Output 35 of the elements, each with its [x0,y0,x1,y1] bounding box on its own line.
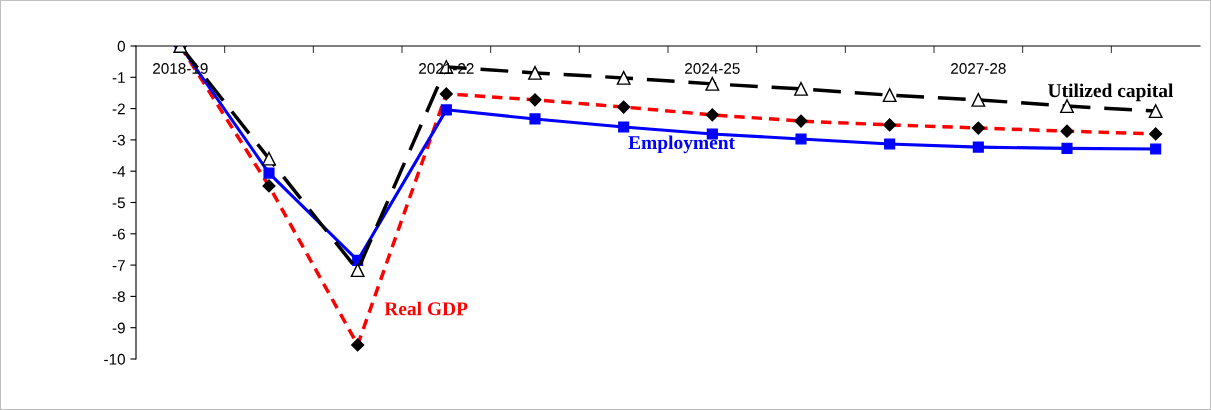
point [528,65,542,80]
point [350,263,365,278]
point [1060,99,1074,114]
series-label: Real GDP [384,301,468,316]
point [1150,143,1162,155]
y-tick-label: -10 [104,353,125,365]
series-label: Utilized capital [1048,83,1174,102]
point [705,76,720,91]
y-tick-label: -1 [112,72,125,83]
y-tick-label: -2 [112,103,125,115]
point [972,141,984,153]
point [795,133,807,145]
y-tick-label: -5 [112,197,125,209]
y-tick-label: -4 [112,166,126,177]
y-tick-label: -3 [112,134,125,146]
point [440,104,452,116]
series-label: Employment [628,135,735,154]
point [794,81,808,96]
point [262,151,276,166]
point [1061,142,1073,154]
y-tick-label: -8 [112,291,125,303]
point [263,167,275,179]
point [884,138,896,150]
y-tick-label: 0 [117,40,125,52]
y-tick-label: -7 [112,260,125,271]
point [882,88,897,103]
point [618,121,630,133]
y-tick-label: -6 [112,228,125,240]
point [529,113,541,125]
x-tick-label: 2024-25 [685,63,740,74]
point [616,70,631,85]
y-tick-label: -9 [112,322,125,334]
x-tick-label: 2027-28 [951,63,1006,74]
point [1148,104,1163,119]
point [971,92,986,107]
